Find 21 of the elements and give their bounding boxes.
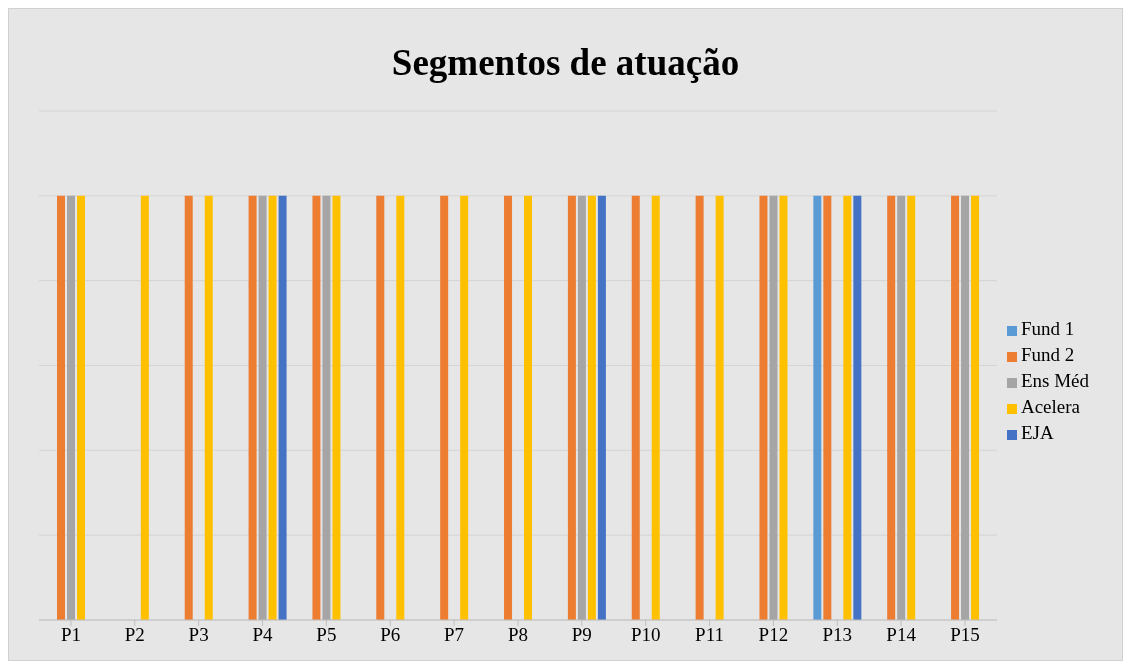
x-tick-label: P11 <box>695 624 724 646</box>
x-tick-label: P13 <box>822 624 853 646</box>
x-tick-label: P3 <box>188 624 209 646</box>
x-tick-label: P6 <box>380 624 401 646</box>
legend-label: Acelera <box>1020 396 1080 417</box>
legend-label: EJA <box>1020 422 1054 443</box>
x-tick-label: P2 <box>124 624 145 646</box>
x-tick-label: P1 <box>60 624 81 646</box>
x-tick-label: P5 <box>316 624 337 646</box>
x-tick-label: P10 <box>630 624 661 646</box>
x-tick-label: P8 <box>507 624 528 646</box>
x-tick-label: P15 <box>950 624 980 646</box>
legend-label: Fund 1 <box>1020 318 1075 339</box>
x-tick-label: P4 <box>252 624 274 646</box>
x-tick-label: P12 <box>758 624 789 646</box>
x-tick-label: P7 <box>444 624 465 646</box>
x-tick-label: P14 <box>886 624 917 646</box>
chart-title: Segmentos de atuação <box>390 41 741 85</box>
legend-label: Fund 2 <box>1020 344 1075 365</box>
legend-label: Ens Méd <box>1020 370 1089 391</box>
x-tick-label: P9 <box>571 624 592 646</box>
